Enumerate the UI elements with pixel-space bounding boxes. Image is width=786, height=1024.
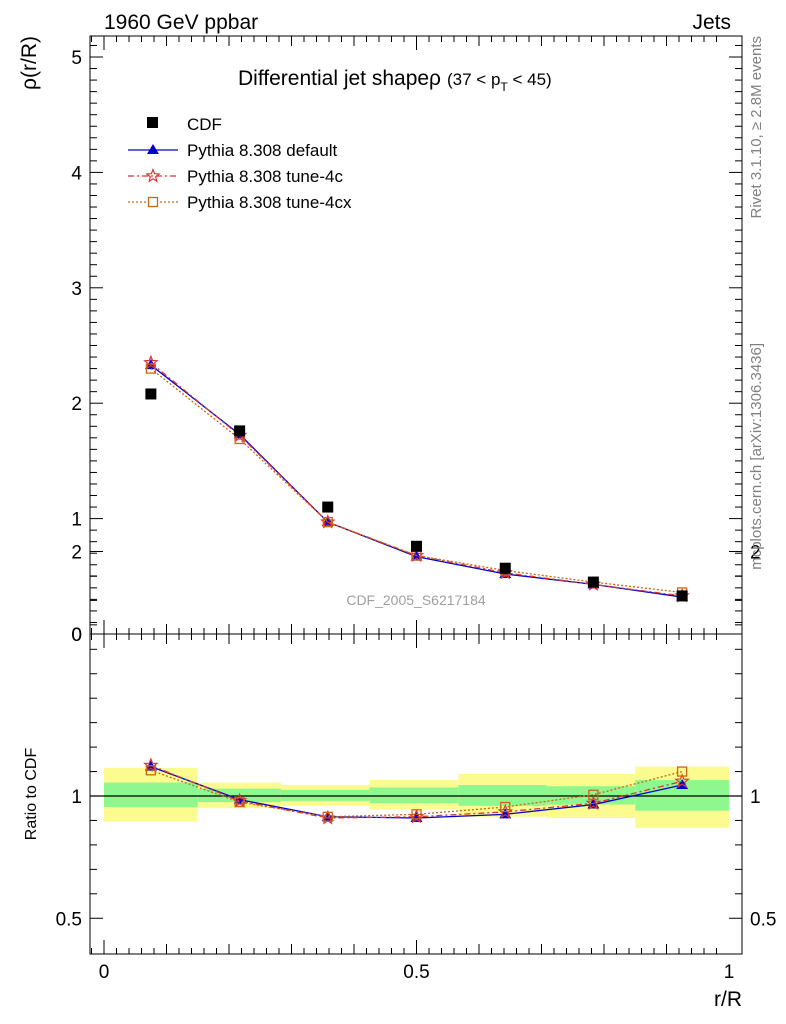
ratio-point-tune4c bbox=[674, 773, 690, 788]
legend-star-shape bbox=[145, 167, 161, 183]
main-point-cdf bbox=[587, 576, 599, 588]
legend-label-cdf: CDF bbox=[187, 115, 222, 134]
legend-label-tune4cx: Pythia 8.308 tune-4cx bbox=[187, 193, 352, 212]
main-curve-default bbox=[150, 364, 683, 598]
ratio-point-tune4cx bbox=[588, 789, 599, 800]
legend-marker-tune4cx bbox=[147, 196, 159, 208]
y-tick-label: 1 bbox=[71, 510, 82, 531]
ratio-y-tick-label-right: 1 bbox=[750, 787, 761, 808]
ratio-y-tick-label: 2 bbox=[71, 543, 82, 564]
ratio-point-tune4cx bbox=[411, 809, 422, 820]
band-inner-0 bbox=[104, 782, 198, 808]
ratio-curve-tune4cx bbox=[150, 769, 683, 818]
ratio-point-tune4cx bbox=[322, 811, 333, 822]
x-tick-label: 0.5 bbox=[403, 962, 429, 983]
legend: CDF Pythia 8.308 default Pythia 8.308 tu… bbox=[128, 115, 352, 212]
main-point-cdf bbox=[676, 590, 688, 602]
ratio-y-tick-label-right: 2 bbox=[750, 543, 761, 564]
ratio-y-tick-label-right: 0.5 bbox=[750, 909, 776, 930]
ratio-curve-tune4c bbox=[150, 764, 683, 819]
legend-label-default: Pythia 8.308 default bbox=[187, 141, 338, 160]
y-tick-label: 2 bbox=[71, 394, 82, 415]
analysis-id: CDF_2005_S6217184 bbox=[346, 592, 486, 608]
main-point-tune4c bbox=[143, 354, 159, 370]
y-tick-label: 3 bbox=[71, 279, 82, 300]
mcplots-info: mcplots.cern.ch [arXiv:1306.3436] bbox=[748, 343, 765, 570]
x-tick-label: 0 bbox=[99, 962, 110, 983]
ratio-point-tune4cx bbox=[145, 765, 157, 776]
legend-marker-tune4c bbox=[145, 167, 161, 183]
y-tick-label: 4 bbox=[71, 163, 82, 184]
main-point-tune4cx bbox=[145, 363, 157, 374]
main-point-tune4cx bbox=[322, 516, 333, 528]
main-point-cdf bbox=[499, 562, 511, 574]
y-tick-label: 5 bbox=[71, 48, 82, 69]
legend-label-tune4c: Pythia 8.308 tune-4c bbox=[187, 167, 343, 186]
main-point-cdf bbox=[411, 540, 422, 552]
ratio-y-tick-label: 1 bbox=[71, 787, 82, 808]
y-tick-label: 0 bbox=[71, 625, 82, 646]
x-tick-label: 1 bbox=[724, 962, 735, 983]
plot-title: Differential jet shapeρ (37 < pT < 45) bbox=[238, 67, 552, 94]
rivet-info: Rivet 3.1.10, ≥ 2.8M events bbox=[748, 36, 765, 219]
ratio-point-tune4cx bbox=[234, 796, 245, 808]
data-series bbox=[143, 354, 690, 825]
main-curve-tune4c bbox=[150, 362, 683, 597]
ratio-point-tune4cx bbox=[500, 801, 511, 813]
main-point-cdf bbox=[234, 425, 246, 437]
process-label: Jets bbox=[692, 11, 731, 34]
ratio-y-axis-title: Ratio to CDF bbox=[23, 748, 40, 841]
ratio-point-tune4cx bbox=[676, 766, 688, 777]
y-tick-label: 0 bbox=[71, 625, 82, 646]
ratio-point-tune4c bbox=[143, 757, 159, 773]
main-point-cdf bbox=[322, 501, 334, 513]
x-axis-title: r/R bbox=[714, 988, 742, 1011]
energy-label: 1960 GeV ppbar bbox=[104, 11, 258, 34]
ratio-y-tick-label: 0.5 bbox=[56, 909, 82, 930]
legend-marker-default bbox=[147, 144, 159, 154]
ratio-point-tune4c bbox=[585, 795, 602, 810]
legend-marker-cdf bbox=[147, 117, 158, 128]
main-y-axis-title: ρ(r/R) bbox=[18, 36, 41, 90]
main-point-cdf bbox=[145, 388, 157, 400]
